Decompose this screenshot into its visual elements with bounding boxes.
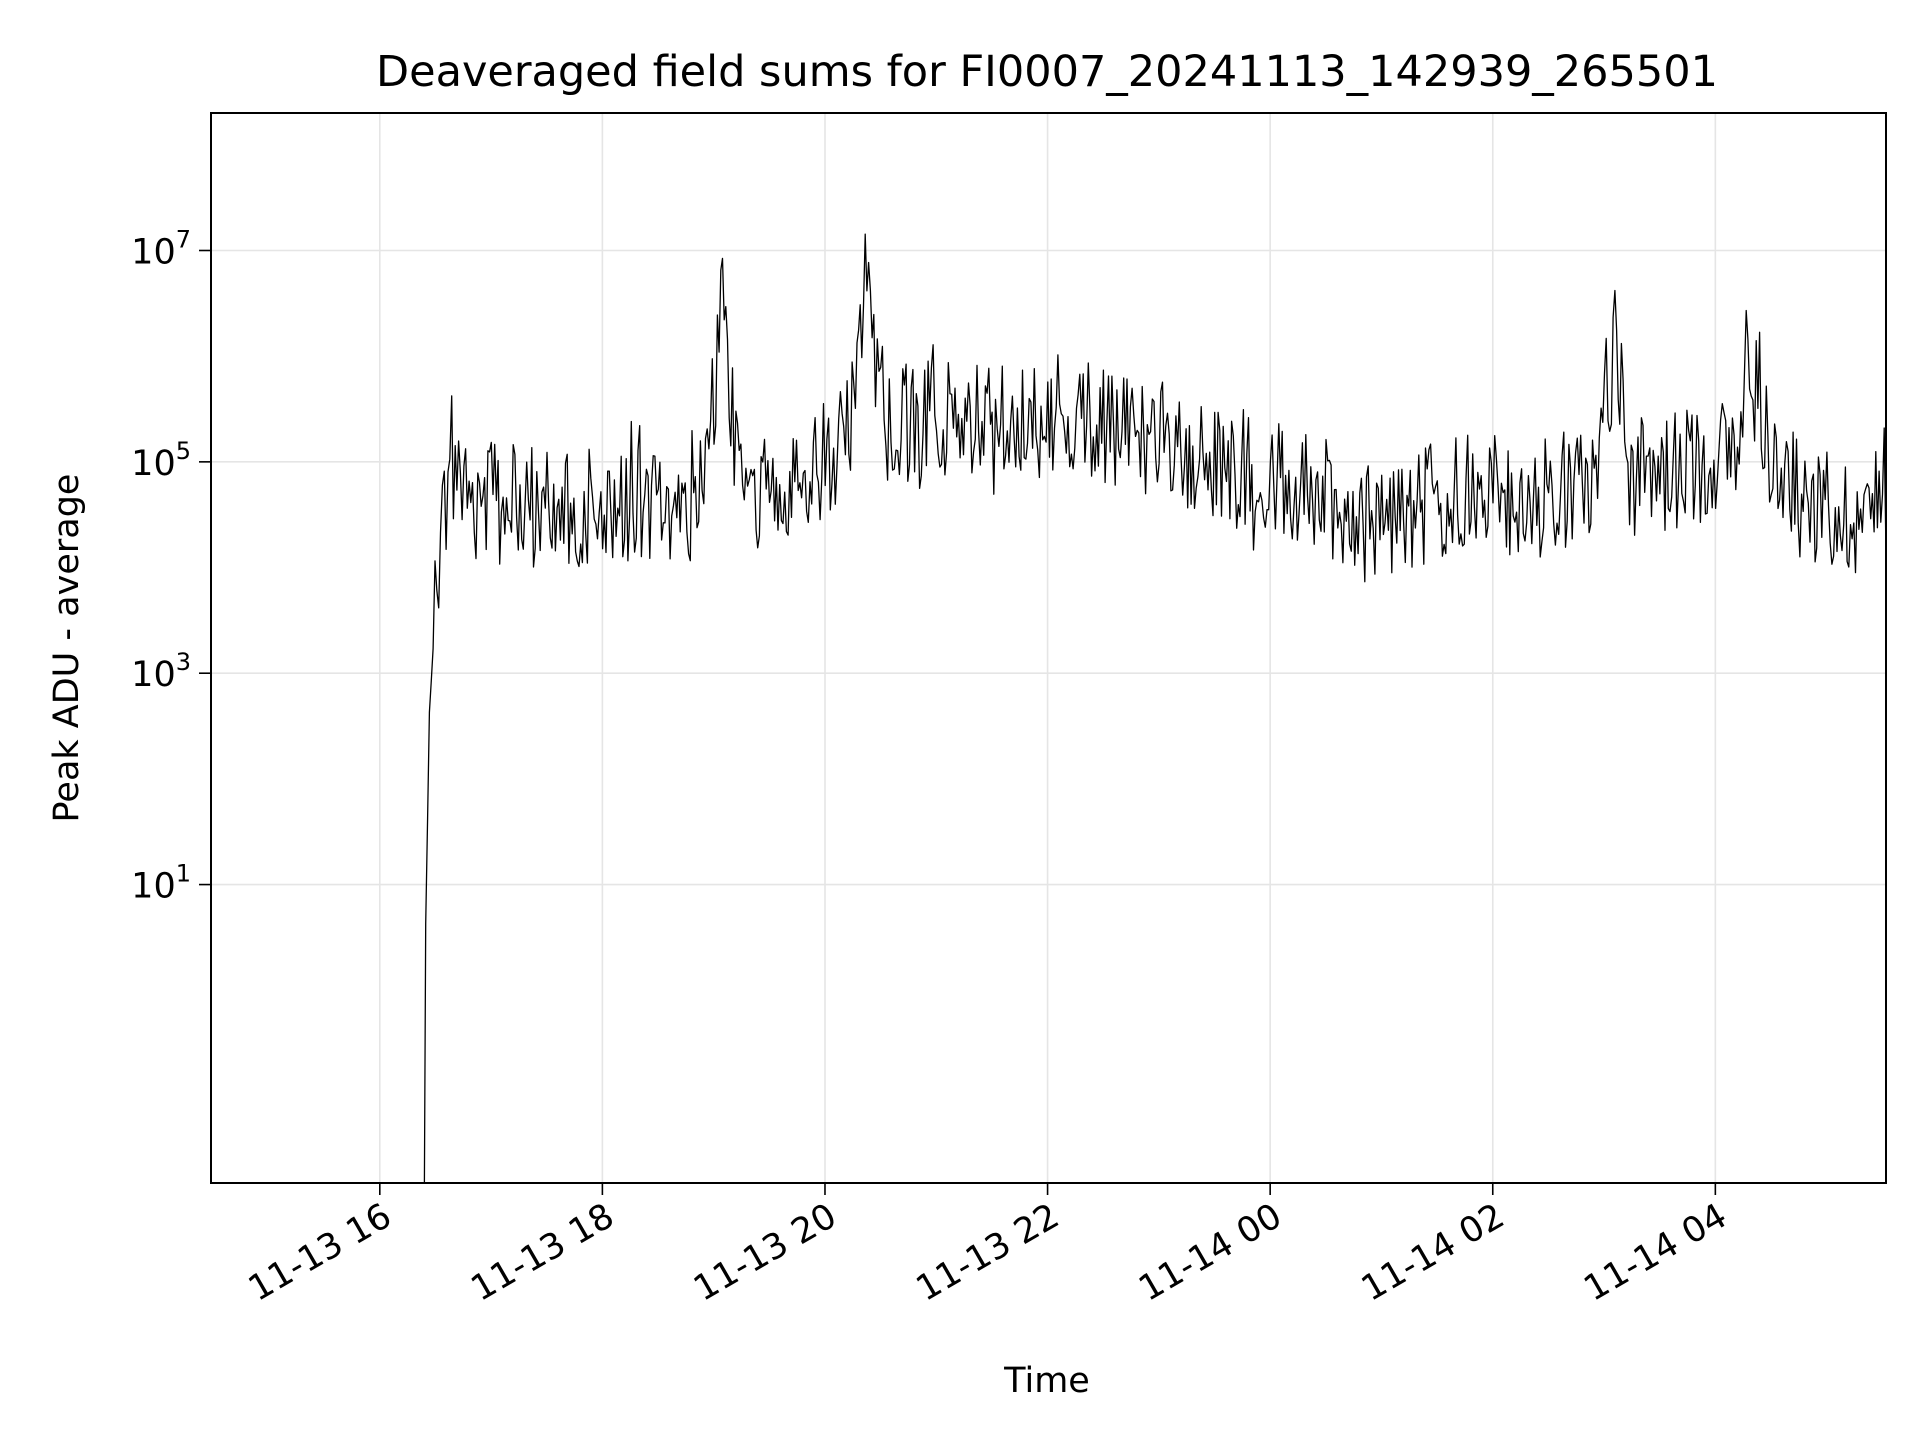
grid — [211, 113, 1886, 1183]
plot-frame — [210, 112, 1887, 1184]
x-tick-label: 11-13 20 — [687, 1196, 843, 1309]
y-axis-label: Peak ADU - average — [47, 474, 87, 823]
x-tick-label: 11-13 16 — [242, 1196, 398, 1309]
y-tick-label: 107 — [131, 225, 191, 272]
series-line — [423, 233, 1886, 1183]
x-tick-label: 11-13 18 — [465, 1196, 621, 1309]
y-tick-label: 101 — [131, 860, 191, 907]
x-tick-label: 11-13 22 — [910, 1196, 1066, 1309]
x-tick-label: 11-14 00 — [1132, 1196, 1288, 1309]
x-tick-label: 11-14 02 — [1355, 1196, 1511, 1309]
x-axis-label: Time — [1003, 1361, 1090, 1401]
y-tick-label: 103 — [131, 648, 191, 695]
y-tick-label: 105 — [131, 437, 191, 484]
chart-title: Deaveraged field sums for FI0007_2024111… — [376, 47, 1718, 97]
x-tick-label: 11-14 04 — [1578, 1196, 1734, 1309]
